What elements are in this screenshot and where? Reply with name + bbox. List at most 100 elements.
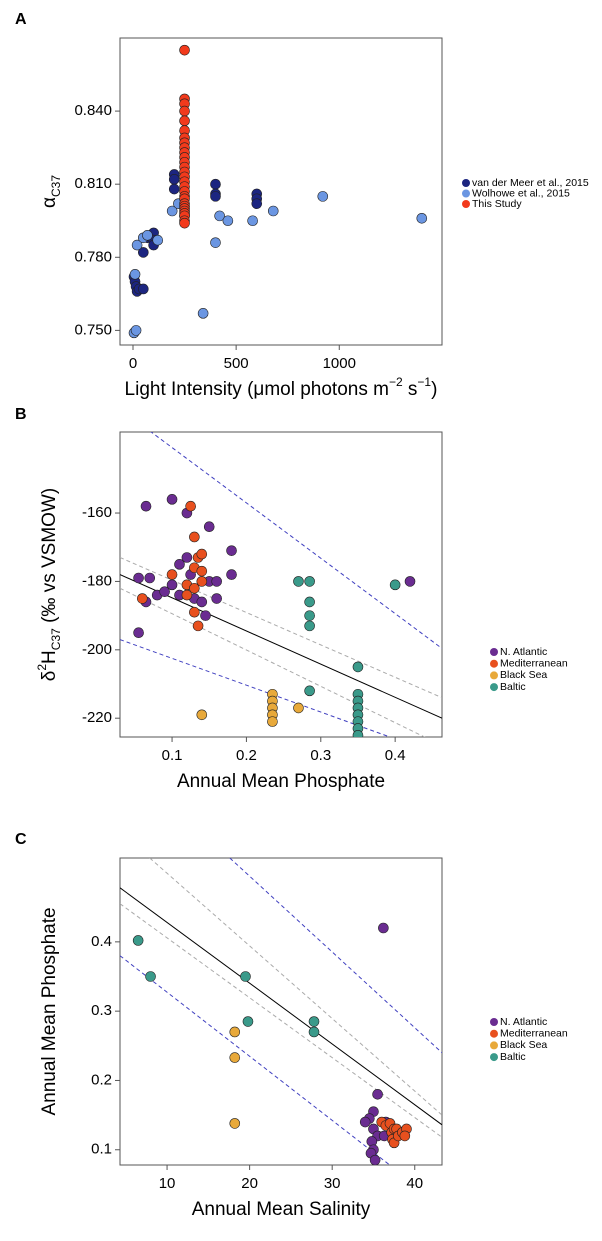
plot-area	[128, 44, 428, 339]
x-tick-label: 0	[129, 355, 137, 372]
data-point	[140, 500, 152, 512]
data-point	[181, 552, 193, 563]
x-axis-label-part: −1	[417, 375, 431, 389]
y-tick-label: -160	[82, 504, 112, 521]
legend-marker	[490, 648, 498, 656]
x-axis-label-part: Light Intensity (μmol photons m	[125, 379, 389, 400]
legend-marker	[462, 179, 470, 187]
legend-marker	[462, 189, 470, 198]
y-tick-label: -200	[82, 641, 112, 658]
data-point	[129, 269, 141, 280]
data-point	[404, 576, 416, 587]
data-point	[251, 198, 263, 209]
data-point	[166, 569, 178, 580]
data-point	[308, 1016, 320, 1027]
data-point	[132, 935, 144, 946]
y-axis-label-part: Annual Mean Phosphate	[39, 907, 60, 1115]
data-point	[142, 230, 153, 241]
data-point	[399, 1130, 411, 1142]
data-point	[304, 685, 315, 697]
data-point	[267, 205, 279, 217]
data-point	[196, 548, 208, 560]
data-point	[179, 105, 190, 117]
data-point	[210, 237, 221, 248]
y-axis-label-part: (‰ vs VSMOW)	[39, 488, 60, 628]
legend-label: Baltic	[500, 681, 526, 693]
legend-marker	[490, 1029, 498, 1038]
legend-marker	[490, 1018, 498, 1026]
legend-marker	[462, 200, 470, 208]
data-point	[196, 565, 208, 577]
data-point	[247, 215, 258, 227]
y-axis-label-part: δ	[39, 671, 60, 682]
data-point	[197, 308, 209, 319]
data-point	[196, 576, 208, 587]
y-tick-label: 0.2	[91, 1071, 112, 1088]
data-point	[210, 178, 221, 190]
data-point	[242, 1016, 254, 1027]
data-point	[138, 247, 149, 258]
plot-frame	[119, 857, 443, 1166]
data-point	[166, 494, 178, 505]
data-point	[152, 234, 164, 246]
legend-label: van der Meer et al., 2015	[472, 177, 589, 189]
data-point	[179, 115, 190, 127]
legend-label: Mediterranean	[500, 657, 568, 669]
data-point	[166, 205, 178, 217]
data-point	[159, 586, 170, 597]
legend-label: Wolhowe et al., 2015	[472, 187, 570, 199]
data-point	[189, 582, 200, 594]
y-axis-label-part: C37	[49, 175, 63, 197]
data-point	[179, 217, 190, 229]
y-tick-label: 0.750	[74, 321, 112, 338]
plot-area	[120, 858, 442, 1182]
data-point	[293, 576, 304, 587]
fit-line	[150, 432, 442, 649]
data-point	[229, 1118, 241, 1129]
y-tick-label: 0.780	[74, 248, 112, 265]
data-point	[130, 325, 142, 336]
data-point	[196, 596, 208, 608]
panel-label: B	[15, 406, 27, 423]
data-point	[144, 572, 156, 584]
data-point	[181, 589, 193, 601]
fit-line	[120, 557, 442, 699]
data-point	[226, 545, 237, 556]
data-point	[359, 1116, 371, 1128]
data-point	[168, 174, 180, 185]
x-axis-label: Annual Mean Salinity	[192, 1199, 371, 1220]
data-point	[373, 1172, 383, 1182]
data-point	[304, 576, 315, 587]
data-point	[189, 531, 200, 543]
y-tick-label: 0.1	[91, 1141, 112, 1158]
data-point	[352, 729, 364, 737]
y-axis-label-part: H	[39, 650, 60, 664]
x-axis-label: Annual Mean Phosphate	[177, 771, 385, 792]
y-axis-label-part: 2	[35, 664, 49, 671]
data-point	[196, 709, 208, 721]
fit-line	[120, 903, 442, 1138]
legend-label: Baltic	[500, 1051, 526, 1063]
plot-frame	[119, 37, 443, 346]
fit-line	[229, 858, 442, 1054]
legend-label: This Study	[472, 198, 522, 210]
x-axis-label-part: Annual Mean Phosphate	[177, 771, 385, 792]
data-point	[304, 596, 315, 608]
data-point	[368, 1169, 378, 1179]
y-axis-label: αC37	[39, 175, 63, 208]
x-tick-label: 500	[224, 355, 249, 372]
panel-label: A	[15, 11, 27, 28]
y-tick-label: -220	[82, 709, 112, 726]
data-point	[137, 593, 148, 604]
fit-line	[149, 858, 442, 1116]
x-axis-label-part: )	[431, 379, 437, 400]
data-point	[211, 593, 222, 604]
data-point	[166, 579, 178, 591]
y-tick-label: 0.4	[91, 933, 112, 950]
y-axis-label: Annual Mean Phosphate	[39, 907, 60, 1115]
data-point	[138, 283, 149, 295]
fit-line	[120, 887, 442, 1126]
data-point	[395, 1170, 405, 1180]
data-point	[222, 215, 234, 227]
fit-line	[120, 955, 391, 1165]
